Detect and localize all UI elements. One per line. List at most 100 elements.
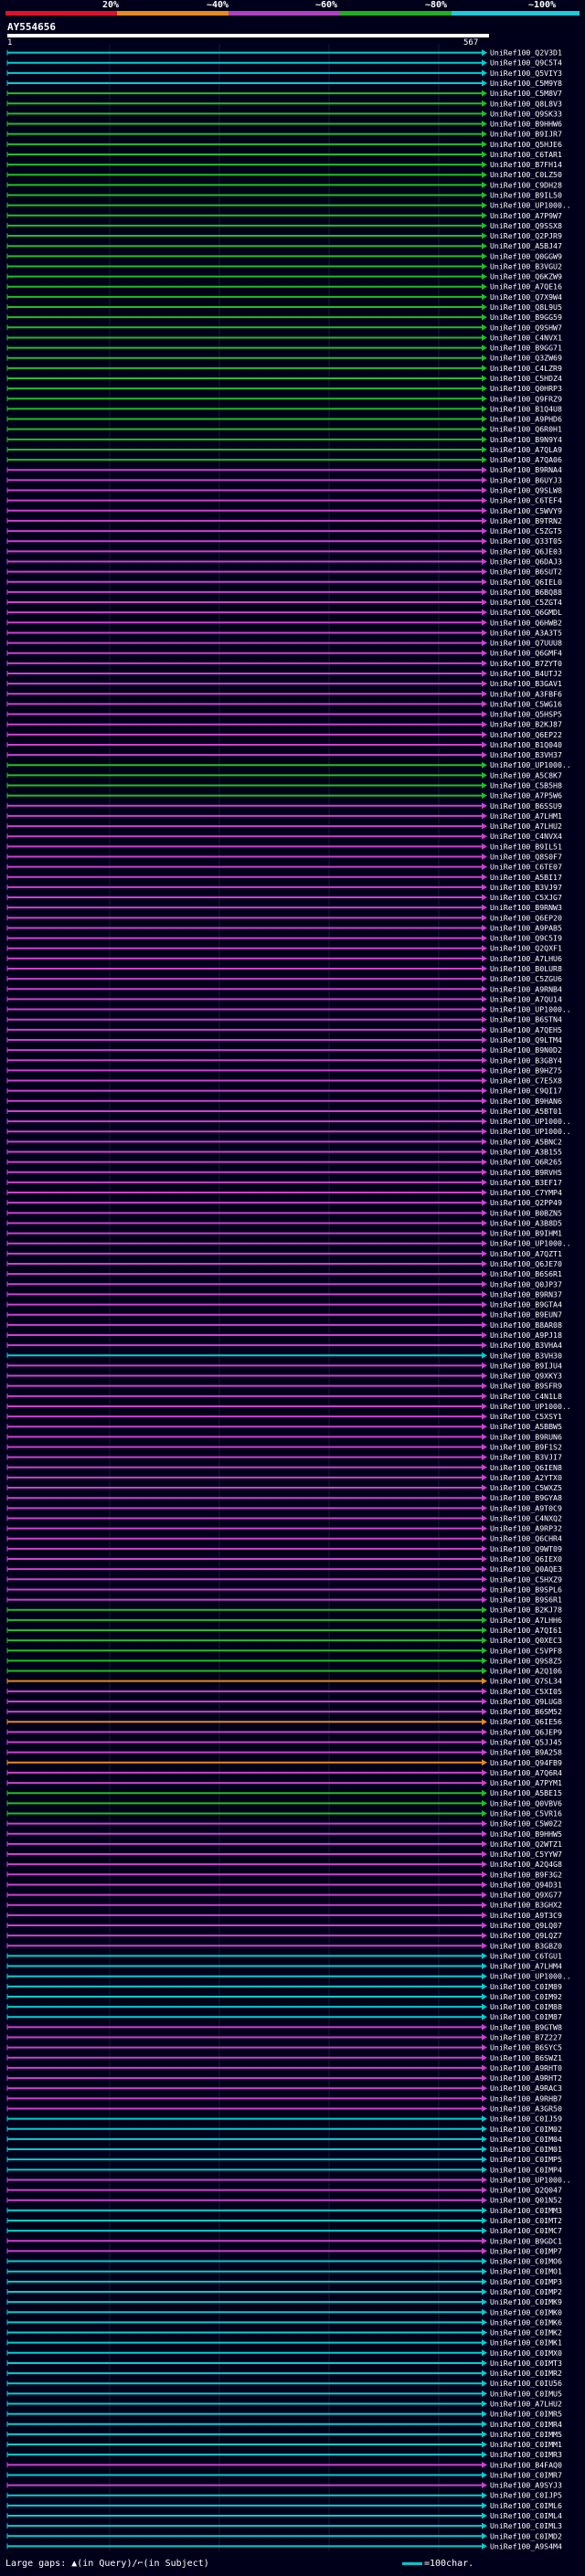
hit-label[interactable]: UniRef100_C0IMT2	[490, 2216, 562, 2225]
hit-label[interactable]: UniRef100_B1Q4U8	[490, 404, 562, 413]
hit-row[interactable]: UniRef100_Q2V3D1	[6, 48, 562, 58]
hit-label[interactable]: UniRef100_B3GBZ0	[490, 1941, 562, 1950]
hit-row[interactable]: UniRef100_C5VR16	[6, 1808, 562, 1818]
hit-label[interactable]: UniRef100_B6SM52	[490, 1707, 562, 1716]
hit-label[interactable]: UniRef100_B9RVH5	[490, 1168, 562, 1177]
hit-row[interactable]: UniRef100_B9RVH5	[6, 1168, 562, 1177]
hit-label[interactable]: UniRef100_C6TGU1	[490, 1951, 562, 1960]
hit-row[interactable]: UniRef100_C5M9Y8	[6, 79, 562, 88]
hit-label[interactable]: UniRef100_B3VGU2	[490, 261, 562, 270]
hit-label[interactable]: UniRef100_B6SSU9	[490, 801, 562, 811]
hit-label[interactable]: UniRef100_B3VJ97	[490, 883, 562, 892]
hit-row[interactable]: UniRef100_C5XJG7	[6, 893, 562, 902]
hit-label[interactable]: UniRef100_C0IMK1	[490, 2338, 562, 2348]
hit-row[interactable]: UniRef100_C4LZR9	[6, 364, 562, 373]
hit-label[interactable]: UniRef100_C5ZGT5	[490, 526, 562, 535]
hit-row[interactable]: UniRef100_A7QLA9	[6, 445, 562, 454]
hit-label[interactable]: UniRef100_C5XSY1	[490, 1412, 562, 1421]
hit-label[interactable]: UniRef100_Q8L9U5	[490, 302, 562, 312]
hit-row[interactable]: UniRef100_C5HXZ9	[6, 1574, 562, 1584]
hit-label[interactable]: UniRef100_C5W0Z2	[490, 1819, 562, 1829]
hit-row[interactable]: UniRef100_Q6IEN8	[6, 1463, 562, 1472]
hit-row[interactable]: UniRef100_B9RNW3	[6, 903, 562, 912]
hit-label[interactable]: UniRef100_C5WXZ5	[490, 1483, 562, 1492]
hit-row[interactable]: UniRef100_C0IM92	[6, 1992, 562, 2001]
hit-row[interactable]: UniRef100_B6STN4	[6, 1015, 562, 1024]
hit-row[interactable]: UniRef100_A2Q106	[6, 1667, 562, 1676]
hit-label[interactable]: UniRef100_Q2PP49	[490, 1198, 562, 1207]
hit-row[interactable]: UniRef100_Q6JE70	[6, 1259, 562, 1268]
hit-row[interactable]: UniRef100_C0IU56	[6, 2379, 562, 2388]
hit-row[interactable]: UniRef100_B9N9Y4	[6, 435, 562, 444]
hit-label[interactable]: UniRef100_A7QEH5	[490, 1025, 562, 1034]
hit-label[interactable]: UniRef100_Q33T05	[490, 536, 562, 546]
hit-label[interactable]: UniRef100_Q6JEP9	[490, 1727, 562, 1736]
hit-row[interactable]: UniRef100_C0IMU5	[6, 2389, 562, 2398]
hit-row[interactable]: UniRef100_B3VHA4	[6, 1341, 562, 1350]
hit-row[interactable]: UniRef100_C0IMT2	[6, 2216, 562, 2225]
hit-row[interactable]: UniRef100_C5HDZ4	[6, 374, 562, 383]
hit-row[interactable]: UniRef100_C5WVY9	[6, 506, 562, 515]
hit-label[interactable]: UniRef100_B9N0D2	[490, 1045, 562, 1055]
hit-label[interactable]: UniRef100_C5XJG7	[490, 893, 562, 902]
hit-row[interactable]: UniRef100_C6TGU1	[6, 1951, 562, 1960]
hit-label[interactable]: UniRef100_A9PHD6	[490, 415, 562, 424]
hit-row[interactable]: UniRef100_B3VH37	[6, 750, 562, 759]
hit-row[interactable]: UniRef100_Q9WT09	[6, 1544, 562, 1553]
hit-label[interactable]: UniRef100_B9GG71	[490, 344, 562, 353]
hit-label[interactable]: UniRef100_Q5JJ45	[490, 1738, 562, 1747]
hit-row[interactable]: UniRef100_C4NVX4	[6, 832, 562, 841]
hit-row[interactable]: UniRef100_Q6R0H1	[6, 425, 562, 434]
hit-label[interactable]: UniRef100_C0IMM3	[490, 2206, 562, 2215]
hit-row[interactable]: UniRef100_Q9C5T4	[6, 58, 562, 68]
hit-label[interactable]: UniRef100_Q2Q047	[490, 2186, 562, 2195]
hit-label[interactable]: UniRef100_Q9SHW7	[490, 323, 562, 332]
hit-row[interactable]: UniRef100_Q33T05	[6, 536, 562, 546]
hit-label[interactable]: UniRef100_A7QZT1	[490, 1249, 562, 1258]
hit-row[interactable]: UniRef100_C0IMD2	[6, 2531, 562, 2540]
hit-label[interactable]: UniRef100_B9IJU4	[490, 1361, 562, 1370]
hit-row[interactable]: UniRef100_UP1000..	[6, 1005, 571, 1014]
hit-row[interactable]: UniRef100_UP1000..	[6, 1972, 571, 1981]
hit-label[interactable]: UniRef100_B9HHW6	[490, 120, 562, 129]
hit-label[interactable]: UniRef100_B3GHX2	[490, 1901, 562, 1910]
hit-row[interactable]: UniRef100_A7LHM1	[6, 811, 562, 821]
hit-label[interactable]: UniRef100_B3VJI7	[490, 1453, 562, 1462]
hit-label[interactable]: UniRef100_A5BE15	[490, 1788, 562, 1797]
hit-row[interactable]: UniRef100_A9PHD6	[6, 415, 562, 424]
hit-row[interactable]: UniRef100_B7FH14	[6, 160, 562, 169]
hit-row[interactable]: UniRef100_Q94FB9	[6, 1758, 562, 1767]
hit-row[interactable]: UniRef100_A5BT01	[6, 1107, 562, 1116]
hit-label[interactable]: UniRef100_C0IM89	[490, 1982, 562, 1991]
hit-label[interactable]: UniRef100_B9TRN2	[490, 516, 562, 525]
hit-label[interactable]: UniRef100_C5M9Y8	[490, 79, 562, 88]
hit-row[interactable]: UniRef100_Q7X9W4	[6, 292, 562, 302]
hit-row[interactable]: UniRef100_Q7SL34	[6, 1677, 562, 1686]
hit-label[interactable]: UniRef100_B9IL50	[490, 191, 562, 200]
hit-row[interactable]: UniRef100_B4FAQ0	[6, 2460, 562, 2469]
hit-label[interactable]: UniRef100_B9F1S2	[490, 1443, 562, 1452]
hit-row[interactable]: UniRef100_Q6IEL0	[6, 578, 562, 587]
hit-row[interactable]: UniRef100_C6TE07	[6, 863, 562, 872]
hit-row[interactable]: UniRef100_C0IMP2	[6, 2287, 562, 2296]
hit-row[interactable]: UniRef100_Q0XEC3	[6, 1636, 562, 1645]
hit-row[interactable]: UniRef100_Q9C5I9	[6, 934, 562, 943]
hit-label[interactable]: UniRef100_C0IMK0	[490, 2307, 562, 2316]
hit-label[interactable]: UniRef100_Q6IE56	[490, 1717, 562, 1726]
hit-row[interactable]: UniRef100_A5BI17	[6, 873, 562, 882]
hit-label[interactable]: UniRef100_A3B155	[490, 1147, 562, 1156]
hit-label[interactable]: UniRef100_A9S4M4	[490, 2541, 562, 2550]
hit-label[interactable]: UniRef100_C0IMK2	[490, 2328, 562, 2337]
hit-label[interactable]: UniRef100_Q7SL34	[490, 1677, 562, 1686]
hit-row[interactable]: UniRef100_A5C8K7	[6, 770, 562, 779]
hit-row[interactable]: UniRef100_Q0AQE3	[6, 1564, 562, 1574]
hit-row[interactable]: UniRef100_Q5VIY3	[6, 69, 562, 78]
hit-label[interactable]: UniRef100_C7E5X8	[490, 1076, 562, 1086]
hit-label[interactable]: UniRef100_C0IMK9	[490, 2297, 562, 2306]
hit-row[interactable]: UniRef100_Q6IEX0	[6, 1554, 562, 1564]
hit-label[interactable]: UniRef100_UP1000..	[490, 2175, 571, 2184]
hit-row[interactable]: UniRef100_B3GBY4	[6, 1055, 562, 1065]
hit-label[interactable]: UniRef100_UP1000..	[490, 1005, 571, 1014]
hit-label[interactable]: UniRef100_C0IMR7	[490, 2470, 562, 2479]
hit-row[interactable]: UniRef100_B6SWZ1	[6, 2053, 562, 2062]
